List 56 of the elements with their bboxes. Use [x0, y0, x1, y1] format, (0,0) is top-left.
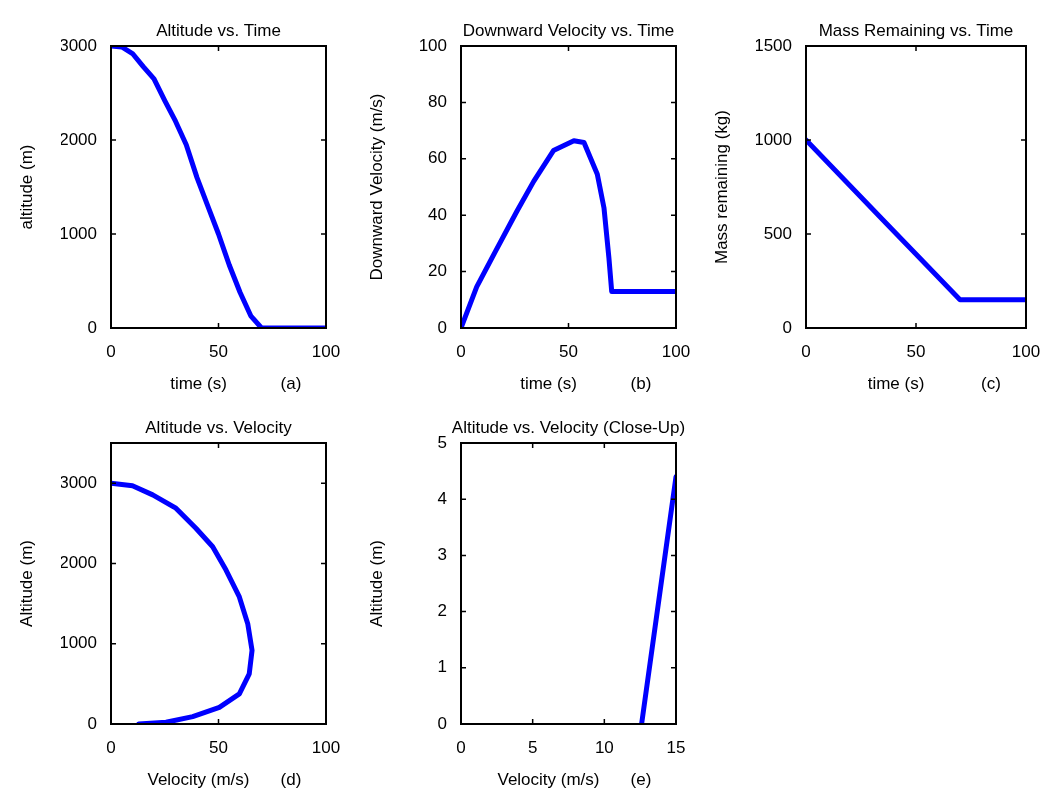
- chart-title: Downward Velocity vs. Time: [462, 21, 675, 41]
- y-tick-label: 1000: [754, 129, 792, 149]
- text: (e): [630, 769, 652, 789]
- x-tick-label: 0: [106, 341, 116, 361]
- x-tick-label: 0: [801, 341, 811, 361]
- y-tick-label: 3: [437, 545, 447, 565]
- y-axis-title: altitude (m): [16, 144, 36, 230]
- x-axis-title: Velocity (m/s): [147, 769, 250, 789]
- y-tick-label: 500: [763, 223, 792, 243]
- y-tick-label: 1500: [754, 35, 792, 55]
- x-tick-label: 0: [456, 341, 466, 361]
- x-tick-label: 100: [311, 341, 341, 361]
- x-tick-label: 50: [209, 737, 228, 757]
- x-tick-label: 50: [559, 341, 578, 361]
- x-tick-label: 50: [209, 341, 228, 361]
- y-tick-label: 0: [437, 713, 447, 733]
- x-axis-title: time (s): [520, 373, 577, 393]
- x-tick-label: 100: [661, 341, 691, 361]
- x-tick-label: 100: [311, 737, 341, 757]
- y-tick-label: 1000: [59, 633, 97, 653]
- x-tick-label: 0: [456, 737, 466, 757]
- text: (d): [280, 769, 302, 789]
- chart-title: Altitude vs. Velocity: [145, 418, 293, 438]
- y-tick-label: 0: [437, 317, 447, 337]
- x-tick-label: 15: [666, 737, 686, 757]
- chart-title: Altitude vs. Time: [156, 21, 281, 41]
- y-axis-title: Mass remaining (kg): [711, 110, 731, 264]
- y-axis-title: Downward Velocity (m/s): [366, 93, 386, 281]
- text: (c): [981, 373, 1001, 393]
- x-axis-title: time (s): [867, 373, 925, 393]
- x-tick-label: 100: [1011, 341, 1041, 361]
- x-axis-title: time (s): [170, 373, 227, 393]
- y-tick-label: 1000: [59, 223, 97, 243]
- x-tick-label: 10: [594, 737, 614, 757]
- chart-title: Altitude vs. Velocity (Close-Up): [451, 418, 686, 438]
- x-tick-label: 5: [527, 737, 538, 757]
- y-tick-label: 20: [428, 261, 447, 281]
- y-tick-label: 100: [418, 35, 447, 55]
- text: (b): [630, 373, 652, 393]
- chart-title: Mass Remaining vs. Time: [818, 21, 1014, 41]
- y-axis-title: Altitude (m): [16, 540, 36, 627]
- y-tick-label: 60: [428, 148, 447, 168]
- y-tick-label: 0: [87, 713, 97, 733]
- y-tick-label: 40: [428, 204, 447, 224]
- y-tick-label: 2: [437, 601, 447, 621]
- x-tick-label: 50: [906, 341, 926, 361]
- text: (a): [280, 373, 302, 393]
- y-axis-title: Altitude (m): [366, 540, 386, 627]
- y-tick-label: 0: [87, 317, 97, 337]
- y-tick-label: 5: [437, 432, 447, 452]
- y-tick-label: 4: [437, 488, 447, 508]
- x-tick-label: 0: [106, 737, 116, 757]
- y-tick-label: 0: [782, 317, 792, 337]
- x-axis-title: Velocity (m/s): [497, 769, 600, 789]
- y-tick-label: 80: [428, 92, 447, 112]
- y-tick-label: 1: [437, 657, 447, 677]
